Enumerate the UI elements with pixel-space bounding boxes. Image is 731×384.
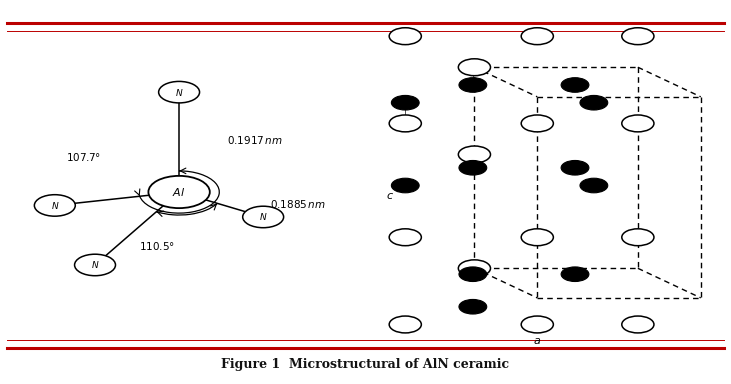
Circle shape (459, 161, 487, 175)
Text: $0.1885\,\mathit{nm}$: $0.1885\,\mathit{nm}$ (270, 198, 327, 210)
Circle shape (159, 81, 200, 103)
Circle shape (458, 260, 491, 277)
Text: $N$: $N$ (91, 260, 99, 270)
Circle shape (561, 161, 589, 175)
Circle shape (459, 300, 487, 314)
Circle shape (459, 78, 487, 92)
Circle shape (561, 267, 589, 281)
Text: $107.7°$: $107.7°$ (67, 151, 102, 164)
Circle shape (622, 28, 654, 45)
Circle shape (561, 78, 589, 92)
Text: $N$: $N$ (175, 87, 183, 98)
Circle shape (389, 28, 421, 45)
Circle shape (521, 229, 553, 246)
Text: $N$: $N$ (259, 212, 268, 222)
Circle shape (580, 95, 607, 110)
Circle shape (622, 115, 654, 132)
Circle shape (34, 195, 75, 216)
Circle shape (521, 316, 553, 333)
Circle shape (389, 316, 421, 333)
Circle shape (458, 59, 491, 76)
Text: Figure 1  Microstructural of AlN ceramic: Figure 1 Microstructural of AlN ceramic (221, 358, 510, 371)
Text: $0.1917\,\mathit{nm}$: $0.1917\,\mathit{nm}$ (227, 134, 283, 146)
Text: $110.5°$: $110.5°$ (139, 240, 175, 252)
Circle shape (389, 115, 421, 132)
Circle shape (391, 178, 419, 193)
Circle shape (580, 178, 607, 193)
Circle shape (521, 115, 553, 132)
Circle shape (243, 206, 284, 228)
Circle shape (622, 229, 654, 246)
Text: $a$: $a$ (533, 336, 542, 346)
Circle shape (458, 146, 491, 163)
Text: $c$: $c$ (385, 191, 393, 201)
Circle shape (459, 267, 487, 281)
Circle shape (389, 229, 421, 246)
Text: $Al$: $Al$ (173, 186, 186, 198)
Circle shape (75, 254, 115, 276)
Circle shape (521, 28, 553, 45)
Circle shape (148, 176, 210, 208)
Circle shape (391, 95, 419, 110)
Circle shape (622, 316, 654, 333)
Text: $N$: $N$ (50, 200, 59, 211)
